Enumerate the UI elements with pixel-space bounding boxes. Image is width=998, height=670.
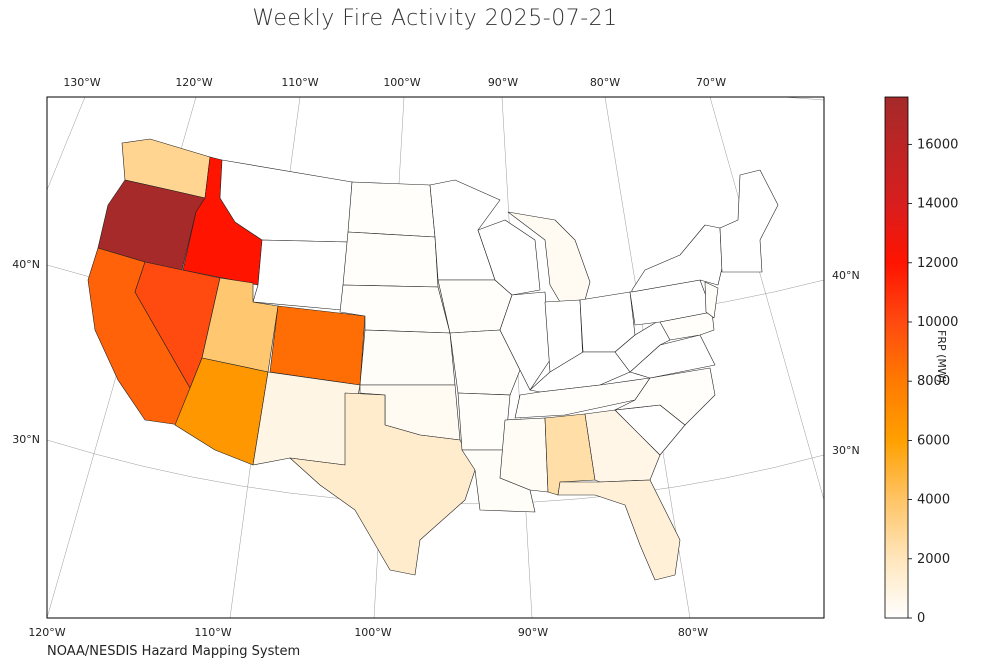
tick-label: 90°W [488, 76, 518, 89]
colorbar-tick-label: 10000 [917, 315, 958, 330]
state-new-jersey[interactable] [704, 281, 719, 319]
lon-ticks-bottom: 120°W 110°W 100°W 90°W 80°W [28, 626, 708, 639]
tick-label: 100°W [383, 76, 420, 89]
tick-label: 120°W [28, 626, 65, 639]
lat-ticks-right: 40°N 30°N [832, 269, 860, 457]
tick-label: 80°W [678, 626, 708, 639]
state-wyoming[interactable] [252, 239, 349, 311]
state-missouri[interactable] [449, 329, 521, 396]
state-florida[interactable] [557, 479, 681, 581]
tick-label: 120°W [175, 76, 212, 89]
states-layer [87, 138, 779, 581]
state-new-england[interactable] [719, 169, 779, 273]
tick-label: 110°W [281, 76, 318, 89]
colorbar: 0 2000 4000 6000 8000 10000 12000 14000 16000 [884, 96, 958, 626]
tick-label: 100°W [354, 626, 391, 639]
tick-label: 30°N [832, 444, 860, 457]
state-mississippi[interactable] [499, 417, 549, 493]
tick-label: 30°N [12, 433, 40, 446]
state-kansas[interactable] [359, 329, 456, 386]
colorbar-gradient [884, 96, 909, 619]
state-colorado[interactable] [269, 305, 366, 386]
tick-label: 40°N [832, 269, 860, 282]
colorbar-tick-label: 16000 [917, 137, 958, 152]
state-arkansas[interactable] [457, 392, 511, 451]
colorbar-tick-label: 14000 [917, 197, 958, 212]
colorbar-tick-label: 2000 [917, 552, 950, 567]
tick-label: 80°W [590, 76, 620, 89]
tick-label: 70°W [696, 76, 726, 89]
lon-ticks-top: 130°W 120°W 110°W 100°W 90°W 80°W 70°W [63, 76, 726, 89]
colorbar-ticks: 0 2000 4000 6000 8000 10000 12000 14000 16000 [908, 137, 958, 626]
colorbar-label: FRP (MW) [935, 330, 948, 384]
state-texas[interactable] [289, 392, 476, 576]
tick-label: 110°W [194, 626, 231, 639]
tick-label: 90°W [518, 626, 548, 639]
map-title: Weekly Fire Activity 2025-07-21 [252, 6, 618, 31]
colorbar-tick-label: 6000 [917, 433, 950, 448]
state-maryland[interactable] [659, 311, 715, 341]
map-area [47, 97, 824, 618]
colorbar-tick-label: 12000 [917, 256, 958, 271]
tick-label: 40°N [12, 258, 40, 271]
tick-label: 130°W [63, 76, 100, 89]
state-new-mexico[interactable] [252, 371, 361, 466]
colorbar-tick-label: 4000 [917, 493, 950, 508]
map-frame [46, 96, 825, 619]
state-new-york[interactable] [631, 224, 723, 293]
state-tennessee[interactable] [514, 377, 651, 419]
colorbar-tick-label: 0 [917, 611, 925, 626]
state-north-carolina[interactable] [614, 367, 716, 426]
colorbar-tick-label: 8000 [917, 374, 950, 389]
state-south-dakota[interactable] [342, 231, 439, 288]
lat-ticks-left: 40°N 30°N [12, 258, 40, 446]
state-iowa[interactable] [437, 279, 513, 334]
state-north-dakota[interactable] [347, 181, 436, 238]
source-credit: NOAA/NESDIS Hazard Mapping System [47, 644, 301, 659]
state-wisconsin[interactable] [477, 219, 541, 296]
